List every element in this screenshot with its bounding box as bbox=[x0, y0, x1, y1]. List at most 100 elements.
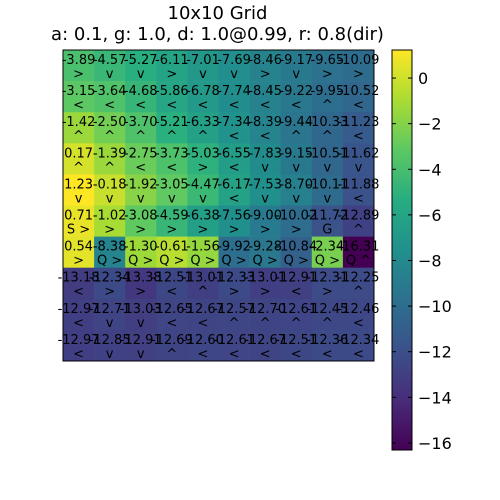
cell-value-label: -12.25 bbox=[337, 271, 379, 286]
heatmap-cell bbox=[311, 298, 344, 331]
heatmap-cell bbox=[125, 50, 157, 82]
cell-policy-label: < bbox=[353, 129, 364, 144]
cell-policy-label: < bbox=[229, 129, 240, 144]
cell-value-label: -13.01 bbox=[182, 271, 224, 286]
cell-value-label: -9.95 bbox=[311, 84, 345, 99]
heatmap-cell bbox=[218, 112, 250, 144]
cell-value-label: -12.46 bbox=[337, 302, 379, 317]
cell-policy-label: < bbox=[73, 285, 84, 300]
cell-policy-label: ^ bbox=[291, 129, 302, 144]
cell-value-label: -9.28 bbox=[248, 240, 282, 255]
colorbar-tick-label: −16 bbox=[418, 434, 452, 453]
heatmap-cell bbox=[311, 81, 344, 113]
heatmap-cell bbox=[187, 329, 219, 362]
cell-policy-label: < bbox=[73, 316, 84, 331]
cell-policy-label: < bbox=[260, 129, 271, 144]
heatmap-cell bbox=[218, 81, 250, 113]
heatmap-cell bbox=[94, 174, 126, 206]
colorbar-tick-label: −4 bbox=[418, 160, 442, 179]
cell-policy-label: v bbox=[355, 160, 363, 175]
cell-policy-label: > bbox=[73, 254, 84, 269]
cell-value-label: -9.44 bbox=[279, 115, 313, 130]
cell-policy-label: ^ bbox=[322, 129, 333, 144]
cell-policy-label: > bbox=[322, 67, 333, 82]
cell-policy-label: > bbox=[104, 223, 115, 238]
cell-value-label: -11.62 bbox=[337, 146, 379, 161]
heatmap-cell bbox=[249, 205, 281, 237]
cell-value-label: -6.33 bbox=[186, 115, 220, 130]
cell-value-label: 1.23 bbox=[64, 177, 93, 192]
cell-policy-label: < bbox=[229, 347, 240, 362]
heatmap-cell bbox=[187, 205, 219, 237]
cell-value-label: -2.34 bbox=[311, 240, 345, 255]
cell-value-label: -3.70 bbox=[124, 115, 158, 130]
cell-policy-label: G bbox=[322, 223, 332, 238]
heatmap-cell bbox=[187, 267, 219, 300]
heatmap-cell bbox=[218, 143, 250, 175]
cell-value-label: -7.74 bbox=[217, 84, 251, 99]
cell-policy-label: S > bbox=[67, 223, 90, 238]
chart-subtitle: a: 0.1, g: 1.0, d: 1.0@0.99, r: 0.8(dir) bbox=[51, 24, 384, 45]
cell-value-label: -12.70 bbox=[244, 302, 286, 317]
cell-policy-label: ^ bbox=[104, 129, 115, 144]
heatmap-cell bbox=[249, 267, 281, 300]
cell-value-label: -11.23 bbox=[337, 115, 379, 130]
heatmap-cell bbox=[280, 50, 313, 82]
heatmap-cell bbox=[311, 236, 344, 268]
cell-value-label: -9.00 bbox=[248, 209, 282, 224]
colorbar-tick-label: −2 bbox=[418, 115, 442, 134]
cell-value-label: -5.86 bbox=[155, 84, 189, 99]
cell-value-label: -11.88 bbox=[337, 177, 379, 192]
heatmap-cell bbox=[311, 174, 344, 206]
cell-value-label: -12.89 bbox=[337, 209, 379, 224]
heatmap-cell bbox=[156, 298, 188, 331]
heatmap-cell bbox=[342, 236, 375, 268]
colorbar bbox=[391, 49, 413, 451]
heatmap-cell bbox=[342, 81, 375, 113]
cell-policy-label: < bbox=[229, 191, 240, 206]
cell-value-label: -9.15 bbox=[279, 146, 313, 161]
heatmap-cell bbox=[187, 298, 219, 331]
heatmap-cell bbox=[187, 50, 219, 82]
heatmap-cell bbox=[280, 143, 313, 175]
heatmap-cell bbox=[156, 174, 188, 206]
cell-value-label: -12.67 bbox=[244, 333, 286, 348]
heatmap-cell bbox=[94, 267, 126, 300]
heatmap-cell bbox=[218, 50, 250, 82]
cell-policy-label: > bbox=[353, 67, 364, 82]
cell-value-label: -8.45 bbox=[248, 84, 282, 99]
heatmap-cell bbox=[63, 112, 95, 144]
cell-value-label: -10.33 bbox=[306, 115, 348, 130]
cell-value-label: -9.22 bbox=[279, 84, 313, 99]
cell-policy-label: > bbox=[322, 285, 333, 300]
heatmap-cell bbox=[280, 112, 313, 144]
heatmap-cell bbox=[94, 298, 126, 331]
heatmap-cell bbox=[218, 298, 250, 331]
cell-policy-label: < bbox=[260, 98, 271, 113]
heatmap-cell bbox=[63, 267, 95, 300]
colorbar-tick-label: −6 bbox=[418, 206, 442, 225]
cell-value-label: -0.18 bbox=[93, 177, 127, 192]
cell-value-label: -9.65 bbox=[311, 53, 345, 68]
heatmap-cells bbox=[63, 50, 375, 362]
cell-value-label: -3.64 bbox=[93, 84, 127, 99]
cell-value-label: -7.56 bbox=[217, 209, 251, 224]
cell-policy-label: v bbox=[261, 191, 269, 206]
cell-policy-label: > bbox=[229, 285, 240, 300]
cell-value-label: -12.69 bbox=[151, 333, 193, 348]
heatmap-cell bbox=[156, 205, 188, 237]
cell-value-label: -6.78 bbox=[186, 84, 220, 99]
cell-policy-label: Q > bbox=[315, 254, 340, 269]
cell-policy-label: v bbox=[230, 67, 238, 82]
heatmap-cell bbox=[63, 143, 95, 175]
cell-policy-label: Q > bbox=[284, 254, 309, 269]
heatmap-cell bbox=[218, 205, 250, 237]
cell-value-label: -7.01 bbox=[186, 53, 220, 68]
cell-policy-label: > bbox=[104, 285, 115, 300]
cell-policy-label: < bbox=[291, 285, 302, 300]
cell-policy-label: ^ bbox=[260, 316, 271, 331]
cell-policy-label: < bbox=[260, 347, 271, 362]
cell-policy-label: Q > bbox=[159, 254, 184, 269]
heatmap-cell bbox=[218, 236, 250, 268]
